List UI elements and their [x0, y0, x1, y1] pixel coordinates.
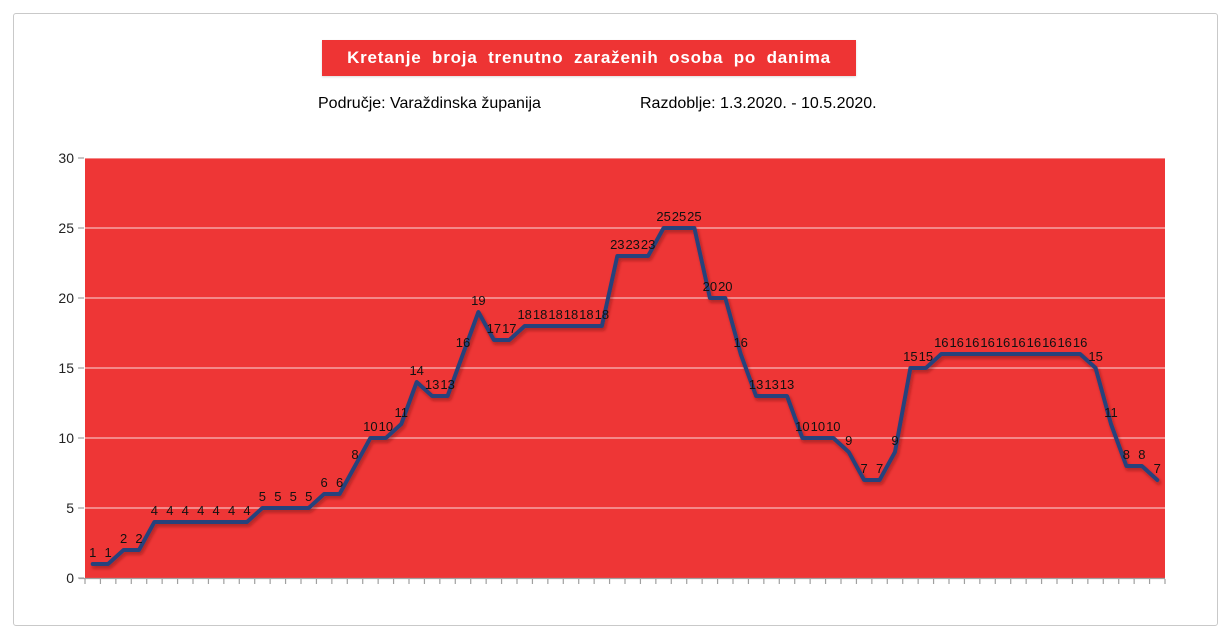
series-line: [90, 226, 1160, 566]
data-point-label: 18: [579, 307, 593, 322]
data-point-label: 13: [764, 377, 778, 392]
data-point-label: 5: [274, 489, 281, 504]
data-point-label: 16: [1073, 335, 1087, 350]
y-axis-label: 25: [58, 220, 74, 236]
chart-title: Kretanje broja trenutno zaraženih osoba …: [347, 48, 831, 67]
data-point-label: 14: [409, 363, 423, 378]
data-point-label: 10: [379, 419, 393, 434]
y-axis-label: 30: [58, 150, 74, 166]
data-point-label: 18: [564, 307, 578, 322]
data-point-label: 6: [320, 475, 327, 490]
data-point-label: 5: [290, 489, 297, 504]
y-axis-label: 15: [58, 360, 74, 376]
data-point-label: 16: [996, 335, 1010, 350]
chart-title-banner: Kretanje broja trenutno zaraženih osoba …: [322, 40, 856, 76]
data-point-label: 23: [625, 237, 639, 252]
data-point-label: 19: [471, 293, 485, 308]
data-point-label: 16: [949, 335, 963, 350]
y-axis-label: 20: [58, 290, 74, 306]
data-point-label: 18: [548, 307, 562, 322]
data-point-label: 18: [595, 307, 609, 322]
data-point-label: 18: [533, 307, 547, 322]
data-point-label: 16: [934, 335, 948, 350]
data-point-label: 10: [795, 419, 809, 434]
data-point-label: 7: [1154, 461, 1161, 476]
data-point-label: 16: [1011, 335, 1025, 350]
data-point-label: 23: [610, 237, 624, 252]
data-point-label: 16: [1057, 335, 1071, 350]
data-point-label: 4: [166, 503, 173, 518]
data-point-label: 10: [826, 419, 840, 434]
data-point-label: 23: [641, 237, 655, 252]
y-axis-label: 5: [66, 500, 74, 516]
data-point-label: 9: [845, 433, 852, 448]
data-point-label: 15: [1088, 349, 1102, 364]
data-point-label: 25: [687, 209, 701, 224]
data-point-label: 1: [89, 545, 96, 560]
data-point-label: 7: [860, 461, 867, 476]
data-point-label: 4: [228, 503, 235, 518]
data-point-label: 25: [672, 209, 686, 224]
data-point-label: 18: [517, 307, 531, 322]
data-point-label: 9: [891, 433, 898, 448]
y-axis-label: 0: [66, 570, 74, 586]
data-point-label: 4: [212, 503, 219, 518]
data-point-label: 1: [104, 545, 111, 560]
data-point-label: 8: [1123, 447, 1130, 462]
data-point-label: 8: [351, 447, 358, 462]
subtitle-area-label: Područje: Varaždinska županija: [318, 95, 541, 112]
data-point-label: 4: [182, 503, 189, 518]
data-point-label: 4: [243, 503, 250, 518]
data-point-label: 15: [903, 349, 917, 364]
data-point-label: 17: [487, 321, 501, 336]
data-point-label: 17: [502, 321, 516, 336]
data-point-label: 16: [1042, 335, 1056, 350]
data-point-label: 25: [656, 209, 670, 224]
data-point-label: 2: [120, 531, 127, 546]
data-point-label: 7: [876, 461, 883, 476]
data-point-label: 5: [305, 489, 312, 504]
data-point-label: 10: [363, 419, 377, 434]
data-point-label: 16: [456, 335, 470, 350]
data-point-label: 11: [395, 405, 409, 420]
data-point-label: 4: [197, 503, 204, 518]
data-point-label: 6: [336, 475, 343, 490]
data-point-label: 11: [1104, 405, 1118, 420]
data-point-label: 2: [135, 531, 142, 546]
data-point-label: 20: [703, 279, 717, 294]
data-point-label: 20: [718, 279, 732, 294]
data-point-label: 16: [965, 335, 979, 350]
data-point-label: 5: [259, 489, 266, 504]
data-point-label: 8: [1138, 447, 1145, 462]
y-axis-label: 10: [58, 430, 74, 446]
data-point-label: 16: [733, 335, 747, 350]
data-point-label: 13: [780, 377, 794, 392]
data-point-label: 15: [919, 349, 933, 364]
data-point-label: 13: [425, 377, 439, 392]
data-point-label: 16: [1027, 335, 1041, 350]
data-point-label: 10: [811, 419, 825, 434]
subtitle-period-label: Razdoblje: 1.3.2020. - 10.5.2020.: [640, 95, 877, 112]
data-point-label: 13: [440, 377, 454, 392]
data-point-label: 4: [151, 503, 158, 518]
data-point-label: 16: [980, 335, 994, 350]
data-point-label: 13: [749, 377, 763, 392]
